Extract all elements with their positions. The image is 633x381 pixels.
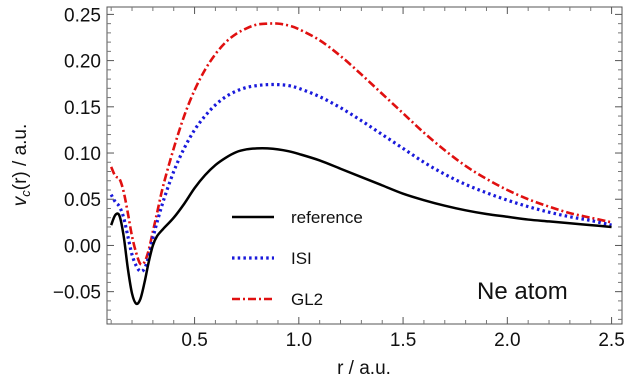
x-tick-label-0.5: 0.5 (181, 330, 207, 351)
series-line-reference (110, 147, 612, 306)
series-line-isi (109, 82, 612, 274)
y-tick-label-6: 0.25 (64, 5, 101, 26)
y-tick-label-1: 0.00 (64, 236, 101, 257)
atom-annotation: Ne atom (477, 278, 568, 305)
y-ticks: −0.05 0.00 0.05 0.10 0.15 0.20 0.25 (53, 5, 622, 320)
legend: reference ISI GL2 (232, 208, 363, 309)
y-tick-label-5: 0.20 (64, 52, 101, 73)
y-axis-label-sub: c (18, 190, 33, 197)
y-axis-label-rest: (r) / a.u. (10, 124, 31, 191)
plot-frame (106, 6, 623, 325)
y-tick-label-2: 0.05 (64, 190, 101, 211)
y-axis-label: vc(r) / a.u. (10, 124, 33, 207)
y-axis-label-main: v (10, 195, 31, 206)
x-tick-label-2.0: 2.0 (494, 330, 520, 351)
y-tick-label-3: 0.10 (64, 144, 101, 165)
x-axis-label: r / a.u. (337, 358, 391, 379)
legend-label-gl2: GL2 (291, 290, 323, 309)
series-layer (109, 22, 612, 306)
x-tick-label-2.5: 2.5 (598, 330, 624, 351)
x-ticks: 0.5 1.0 1.5 2.0 2.5 (110, 7, 625, 351)
legend-label-isi: ISI (291, 249, 312, 268)
y-tick-label-0: −0.05 (53, 283, 101, 304)
series-line-gl2 (109, 22, 612, 266)
x-tick-label-1.0: 1.0 (286, 330, 312, 351)
legend-label-reference: reference (291, 208, 363, 227)
x-tick-label-1.5: 1.5 (390, 330, 416, 351)
y-tick-label-4: 0.15 (64, 98, 101, 119)
